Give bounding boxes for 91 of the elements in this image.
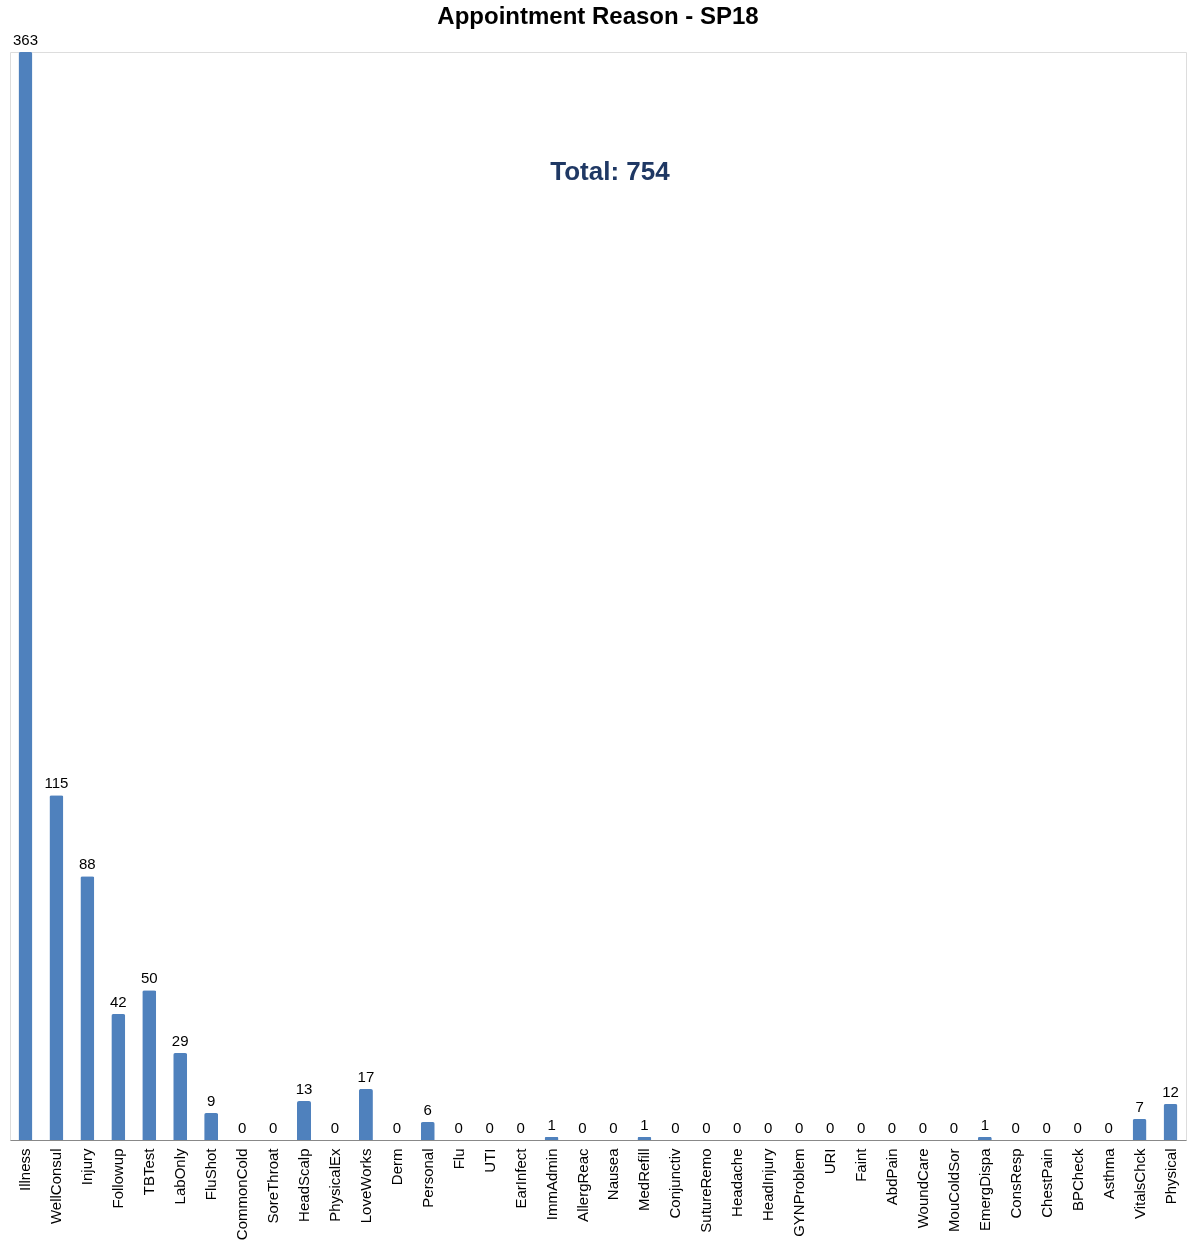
bar xyxy=(142,990,157,1140)
x-tick-label: AllergReac xyxy=(573,1148,591,1222)
data-label: 0 xyxy=(454,1119,463,1136)
x-tick-label: Derm xyxy=(387,1148,405,1186)
x-tick-label: ImmAdmin xyxy=(542,1148,560,1221)
data-label: 0 xyxy=(485,1119,494,1136)
data-label: 0 xyxy=(856,1119,866,1136)
x-tick-label: Conjunctiv xyxy=(666,1148,684,1219)
annotation: Total: 754 xyxy=(550,156,671,186)
x-tick-label: Flu xyxy=(449,1148,467,1170)
x-tick-label: TBTest xyxy=(140,1147,158,1196)
data-label: 0 xyxy=(702,1119,711,1136)
data-label: 0 xyxy=(733,1119,742,1136)
x-tick-label: Asthma xyxy=(1099,1147,1117,1200)
x-tick-label: Nausea xyxy=(604,1147,622,1201)
x-tick-label: ChestPain xyxy=(1037,1148,1055,1218)
bar xyxy=(173,1053,188,1140)
x-tick-label: URI xyxy=(821,1148,839,1175)
data-label: 9 xyxy=(206,1092,216,1110)
data-label: 0 xyxy=(1011,1119,1020,1136)
x-tick-label: VitalsChck xyxy=(1130,1148,1148,1220)
x-tick-label: EarInfect xyxy=(511,1147,529,1209)
data-label: 12 xyxy=(1162,1083,1179,1101)
x-tick-label: Headache xyxy=(728,1148,746,1217)
x-tick-label: Illness xyxy=(16,1148,34,1192)
x-tick-label: FluShot xyxy=(202,1147,220,1201)
x-tick-label: CommonCold xyxy=(233,1148,251,1241)
data-label: 1 xyxy=(640,1116,649,1133)
x-tick-label: HeadScalp xyxy=(295,1148,312,1222)
data-label: 6 xyxy=(423,1101,432,1119)
x-tick-label: LabOnly xyxy=(171,1148,189,1205)
data-label: 0 xyxy=(516,1119,525,1136)
data-label: 0 xyxy=(764,1119,773,1136)
data-label: 13 xyxy=(295,1080,313,1098)
data-label: 17 xyxy=(357,1068,375,1086)
x-tick-label: Faint xyxy=(852,1147,870,1182)
data-label: 0 xyxy=(237,1119,247,1136)
x-tick-label: SoreThroat xyxy=(264,1147,282,1224)
x-tick-label: WellConsul xyxy=(47,1148,65,1225)
x-tick-label: BPCheck xyxy=(1068,1148,1086,1212)
bar xyxy=(111,1014,126,1140)
x-tick-label: EmergDispa xyxy=(975,1147,993,1232)
bar xyxy=(358,1089,373,1140)
bar xyxy=(80,876,95,1140)
chart-title: Appointment Reason - SP18 xyxy=(437,2,759,29)
x-tick-label: WoundCare xyxy=(913,1148,931,1229)
data-label: 0 xyxy=(918,1119,928,1136)
data-label: 1 xyxy=(980,1116,990,1133)
bar xyxy=(1132,1119,1147,1140)
bar xyxy=(18,52,33,1140)
data-label: 0 xyxy=(949,1119,959,1136)
bar xyxy=(204,1113,219,1140)
data-label: 88 xyxy=(79,855,96,873)
x-tick-label: Physical xyxy=(1161,1148,1179,1205)
x-tick-label: MedRefill xyxy=(635,1148,653,1212)
data-label: 0 xyxy=(392,1119,402,1136)
x-tick-label: Followup xyxy=(109,1148,127,1209)
bar xyxy=(1163,1104,1178,1140)
data-label: 0 xyxy=(330,1119,340,1136)
data-label: 0 xyxy=(1104,1119,1113,1136)
bar xyxy=(297,1101,311,1140)
x-tick-label: LoveWorks xyxy=(356,1148,374,1224)
bar xyxy=(420,1122,435,1140)
data-label: 0 xyxy=(794,1119,804,1136)
data-label: 363 xyxy=(12,31,38,48)
data-label: 0 xyxy=(825,1119,835,1136)
x-tick-label: Personal xyxy=(418,1148,436,1208)
data-label: 0 xyxy=(887,1119,897,1136)
data-label: 29 xyxy=(171,1032,189,1050)
x-tick-label: ConsResp xyxy=(1006,1148,1024,1219)
x-tick-label: HeadInjury xyxy=(759,1148,777,1222)
x-tick-label: GYNProblem xyxy=(790,1148,808,1237)
data-label: 115 xyxy=(44,774,69,792)
x-tick-label: MouColdSor xyxy=(944,1148,962,1232)
x-tick-label: AbdPain xyxy=(883,1148,900,1206)
data-label: 42 xyxy=(109,993,127,1011)
data-label: 0 xyxy=(1042,1119,1051,1136)
data-label: 1 xyxy=(547,1116,556,1133)
data-label: 0 xyxy=(1073,1119,1082,1136)
data-label: 0 xyxy=(671,1119,680,1136)
data-label: 0 xyxy=(578,1119,587,1136)
x-tick-label: SutureRemo xyxy=(697,1148,715,1233)
bar xyxy=(49,795,64,1140)
data-label: 0 xyxy=(268,1119,278,1136)
data-label: 7 xyxy=(1135,1098,1144,1116)
x-tick-label: PhysicalEx xyxy=(325,1148,343,1222)
x-tick-label: UTI xyxy=(480,1148,498,1173)
data-label: 0 xyxy=(609,1119,618,1136)
x-tick-label: Injury xyxy=(78,1148,96,1186)
data-label: 50 xyxy=(140,969,158,987)
bar xyxy=(977,1137,992,1140)
